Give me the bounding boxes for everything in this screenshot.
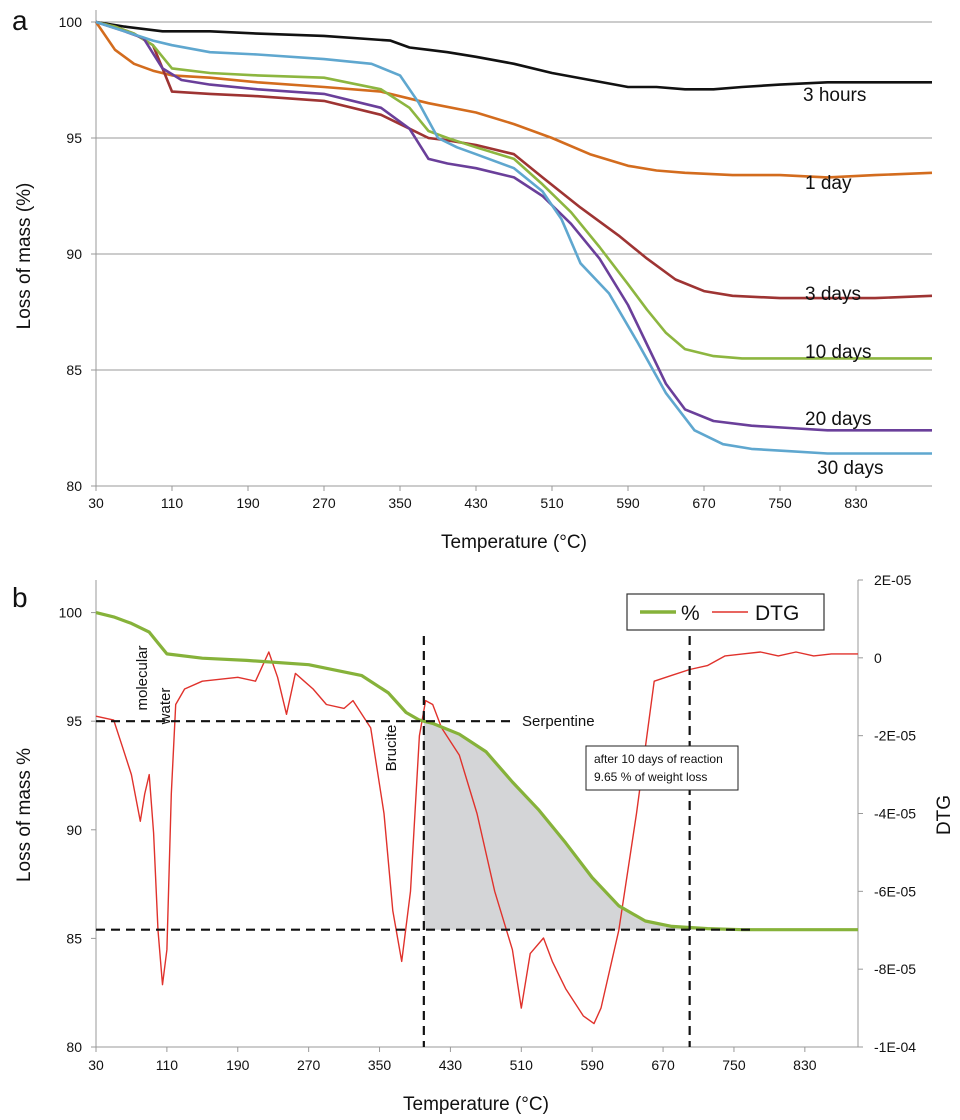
panel-b-y2-tick-label: -2E-05 [874,728,916,744]
series-line-10-days [95,20,932,360]
legend: % DTG [626,593,825,631]
panel-a-series [94,20,933,455]
panel-b-y2-tick-label: -6E-05 [874,883,916,899]
panel-a-x-tick-label: 830 [844,495,868,511]
panel-a-x-tick-label: 190 [236,495,260,511]
panel-b-x-tick-label: 590 [581,1057,605,1073]
panel-b: b 30 110 190 270 350 430 510 590 670 750 830 80 85 9… [12,572,955,1115]
panel-b-x-tick-label: 270 [297,1057,321,1073]
series-line-3-hours [95,20,932,91]
panel-b-x-ticks: 30 110 190 270 350 430 510 590 670 750 830 [88,1047,817,1073]
panel-a-series-labels: 3 hours 1 day 3 days 10 days 20 days 30 days [803,85,884,479]
series-label-1-day: 1 day [805,173,852,194]
series-label-10-days: 10 days [805,342,872,363]
panel-b-reference-lines [96,636,752,1047]
panel-b-x-title: Temperature (°C) [403,1094,549,1115]
panel-b-y-ticks: 80 85 90 95 100 [59,605,96,1055]
series-label-3-days: 3 days [805,284,861,305]
series-line-1-day [94,21,933,179]
annotation-serpentine: Serpentine [522,713,595,730]
panel-b-y2-tick-label: -4E-05 [874,806,916,822]
weight-loss-textbox-line-1: after 10 days of reaction [594,752,723,766]
panel-a-x-tick-label: 510 [540,495,564,511]
legend-label-dtg: DTG [755,602,799,625]
panel-b-y2-tick-label: 2E-05 [874,572,912,588]
panel-b-y2-tick-label: -8E-05 [874,961,916,977]
panel-a-x-ticks: 30 110 190 270 350 430 510 590 670 750 830 [88,486,868,511]
panel-a-y-tick-label: 90 [66,246,82,262]
panel-a-x-tick-label: 750 [768,495,792,511]
annotation-brucite: Brucite [383,725,400,772]
weight-loss-textbox: after 10 days of reaction 9.65 % of weig… [585,745,739,791]
panel-a-x-title: Temperature (°C) [441,532,587,553]
series-line-30-days [95,20,932,455]
panel-b-y-title: Loss of mass % [14,748,35,882]
weight-loss-textbox-line-2: 9.65 % of weight loss [594,770,707,784]
panel-b-x-tick-label: 430 [439,1057,463,1073]
panel-a-x-tick-label: 590 [616,495,640,511]
series-line-dtg [95,651,858,1025]
annotation-molecular: molecular [134,645,151,710]
panel-a-y-ticks: 80 85 90 95 100 [59,14,96,494]
series-label-30-days: 30 days [817,458,884,479]
panel-b-letter: b [12,582,28,613]
panel-a-y-tick-label: 85 [66,362,82,378]
panel-b-x-tick-label: 30 [88,1057,104,1073]
serpentine-shaded-region [423,721,708,930]
panel-a-y-tick-label: 100 [59,14,83,30]
panel-a-y-tick-label: 80 [66,478,82,494]
panel-b-x-tick-label: 510 [510,1057,534,1073]
panel-b-y-tick-label: 80 [66,1039,82,1055]
series-line-20-days [95,20,932,432]
panel-a-x-tick-label: 350 [388,495,412,511]
panel-a-x-tick-label: 430 [464,495,488,511]
panel-a-y-tick-label: 95 [66,130,82,146]
panel-b-y-tick-label: 100 [59,605,83,621]
weight-loss-textbox-frame [585,745,739,791]
panel-b-y2-tick-label: 0 [874,650,882,666]
panel-b-y2-title: DTG [934,795,955,835]
panel-a-y-title: Loss of mass (%) [14,183,35,330]
panel-b-x-tick-label: 110 [156,1057,179,1073]
panel-a-letter: a [12,5,28,36]
panel-a-grid [96,21,932,371]
legend-label-mass: % [681,602,700,625]
panel-a-x-tick-label: 670 [692,495,716,511]
panel-a: a 30 110 190 270 350 430 510 590 670 750 830 80 85 9… [12,5,933,553]
annotation-water: water [157,688,174,726]
panel-b-x-tick-label: 350 [368,1057,392,1073]
panel-b-y2-ticks: 2E-05 0 -2E-05 -4E-05 -6E-05 -8E-05 -1E-04 [858,572,916,1055]
panel-a-x-tick-label: 270 [312,495,336,511]
series-label-3-hours: 3 hours [803,85,866,106]
panel-b-y2-tick-label: -1E-04 [874,1039,916,1055]
panel-a-x-tick-label: 110 [161,495,184,511]
panel-b-y-tick-label: 85 [66,930,82,946]
panel-b-x-tick-label: 190 [226,1057,250,1073]
series-label-20-days: 20 days [805,409,872,430]
panel-a-x-tick-label: 30 [88,495,104,511]
panel-b-y-tick-label: 95 [66,713,82,729]
panel-b-x-tick-label: 750 [722,1057,746,1073]
panel-b-x-tick-label: 830 [793,1057,817,1073]
panel-b-y-tick-label: 90 [66,822,82,838]
panel-b-x-tick-label: 670 [651,1057,675,1073]
